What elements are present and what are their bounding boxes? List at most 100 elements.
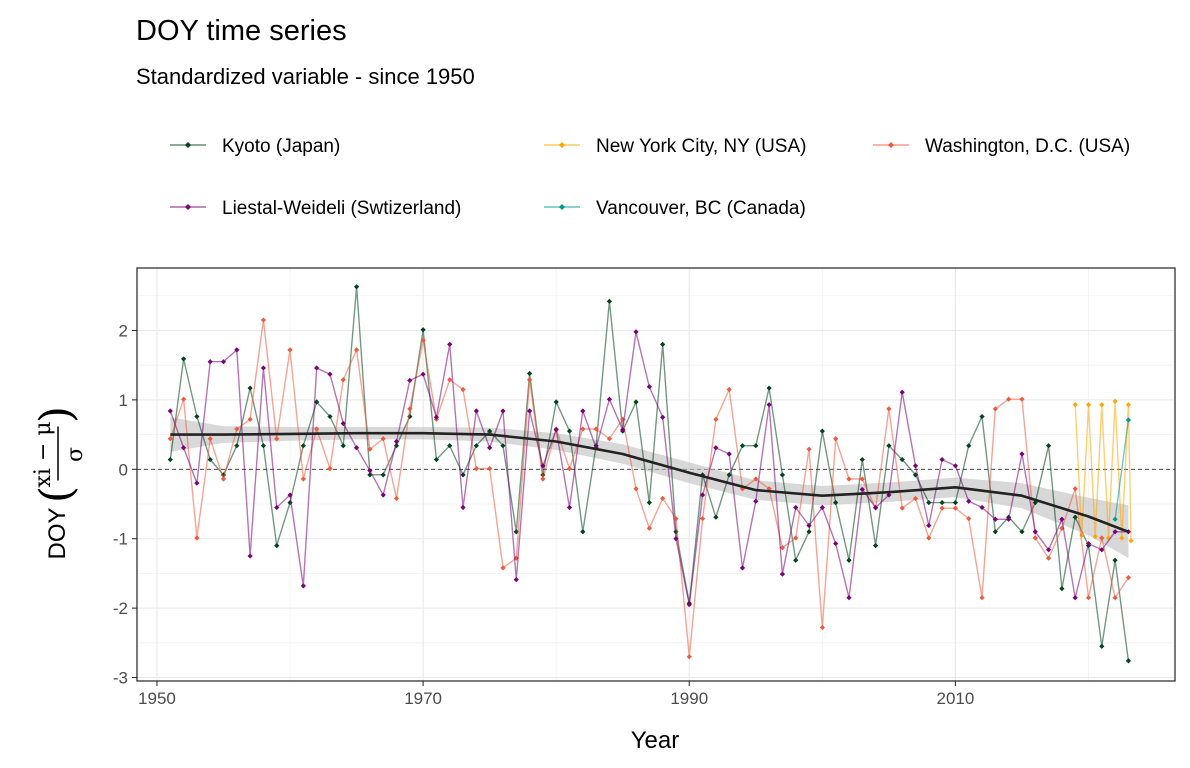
data-point <box>566 466 573 472</box>
data-point <box>380 492 386 498</box>
data-point <box>327 413 333 420</box>
y-tick-label: -2 <box>113 599 128 618</box>
data-point <box>1032 529 1038 535</box>
data-point <box>167 436 173 442</box>
data-point <box>606 298 613 304</box>
data-point <box>513 577 519 583</box>
legend-label: Vancouver, BC (Canada) <box>596 198 806 219</box>
data-point <box>753 498 759 504</box>
data-point <box>926 522 932 529</box>
series-kyoto-japan <box>167 284 1132 664</box>
data-point <box>806 522 812 529</box>
data-point <box>274 504 280 511</box>
data-point <box>207 456 213 463</box>
y-tick-label: 2 <box>119 321 128 340</box>
data-point <box>673 515 679 522</box>
data-point <box>1072 514 1078 520</box>
data-point <box>300 443 306 449</box>
data-point <box>314 399 320 405</box>
data-point <box>580 529 586 535</box>
data-point <box>566 428 573 434</box>
data-point <box>1032 535 1038 541</box>
data-point <box>287 492 293 498</box>
data-point <box>779 545 786 551</box>
data-point <box>247 385 253 391</box>
data-point <box>1125 417 1132 423</box>
data-point <box>646 384 652 390</box>
data-point <box>660 341 666 347</box>
data-point <box>1112 529 1118 535</box>
legend-label: Liestal-Weideli (Swtizerland) <box>222 198 461 219</box>
x-tick-label: 1990 <box>670 689 708 708</box>
data-point <box>606 436 613 442</box>
data-point <box>766 486 772 492</box>
data-point <box>167 456 173 463</box>
data-point <box>300 476 306 482</box>
data-point <box>420 337 426 343</box>
data-point <box>553 399 559 405</box>
data-point <box>952 505 959 511</box>
data-point <box>460 472 466 478</box>
data-point <box>500 565 506 571</box>
legend-item-liestal-weideli-swtizerland: Liestal-Weideli (Swtizerland) <box>170 198 461 219</box>
data-point <box>300 583 306 589</box>
data-point <box>1045 547 1052 553</box>
smooth-line-layer <box>170 431 1129 534</box>
data-point <box>540 476 546 482</box>
chart-subtitle: Standardized variable - since 1950 <box>136 64 475 89</box>
data-point <box>460 386 466 393</box>
data-point <box>806 446 812 452</box>
data-point <box>407 413 413 420</box>
data-point <box>1125 574 1132 581</box>
data-point <box>819 428 825 434</box>
legend-key-point <box>185 142 191 148</box>
data-point <box>966 498 972 504</box>
data-point <box>407 377 413 384</box>
data-point <box>912 463 919 469</box>
data-point <box>713 445 719 451</box>
data-point <box>833 436 839 442</box>
data-point <box>220 476 227 482</box>
data-point <box>793 504 799 511</box>
series-liestal-weideli-swtizerland <box>167 329 1132 608</box>
data-point <box>646 500 652 506</box>
data-point <box>340 377 346 383</box>
data-point <box>1059 586 1065 592</box>
data-point <box>566 504 573 511</box>
data-point <box>393 495 400 502</box>
data-point <box>739 443 746 449</box>
data-point <box>1128 538 1134 544</box>
data-point <box>473 466 479 472</box>
data-point <box>180 396 187 402</box>
data-point <box>260 365 267 371</box>
data-point <box>686 602 692 608</box>
data-point <box>234 426 240 432</box>
data-point <box>1085 595 1092 601</box>
data-point <box>1125 529 1132 535</box>
y-tick-label: -1 <box>113 530 128 549</box>
legend-item-washington-d-c-usa: Washington, D.C. (USA) <box>873 136 1130 157</box>
data-point <box>433 414 440 420</box>
data-point <box>966 515 972 522</box>
data-point <box>726 386 732 393</box>
data-point <box>194 413 200 420</box>
data-point <box>846 557 852 563</box>
data-point <box>1019 396 1025 402</box>
data-point <box>247 553 253 559</box>
data-point <box>992 516 998 522</box>
data-point <box>699 472 706 478</box>
data-point <box>260 443 267 449</box>
data-point <box>526 377 533 383</box>
data-point <box>274 543 280 549</box>
data-point <box>207 436 213 442</box>
data-point <box>753 443 759 449</box>
plot-panel <box>136 267 1176 682</box>
data-point <box>886 406 892 412</box>
data-point <box>327 466 333 472</box>
data-point <box>939 505 945 511</box>
data-point <box>327 371 333 377</box>
data-point <box>939 500 945 506</box>
data-point <box>633 399 639 405</box>
data-point <box>500 408 506 414</box>
